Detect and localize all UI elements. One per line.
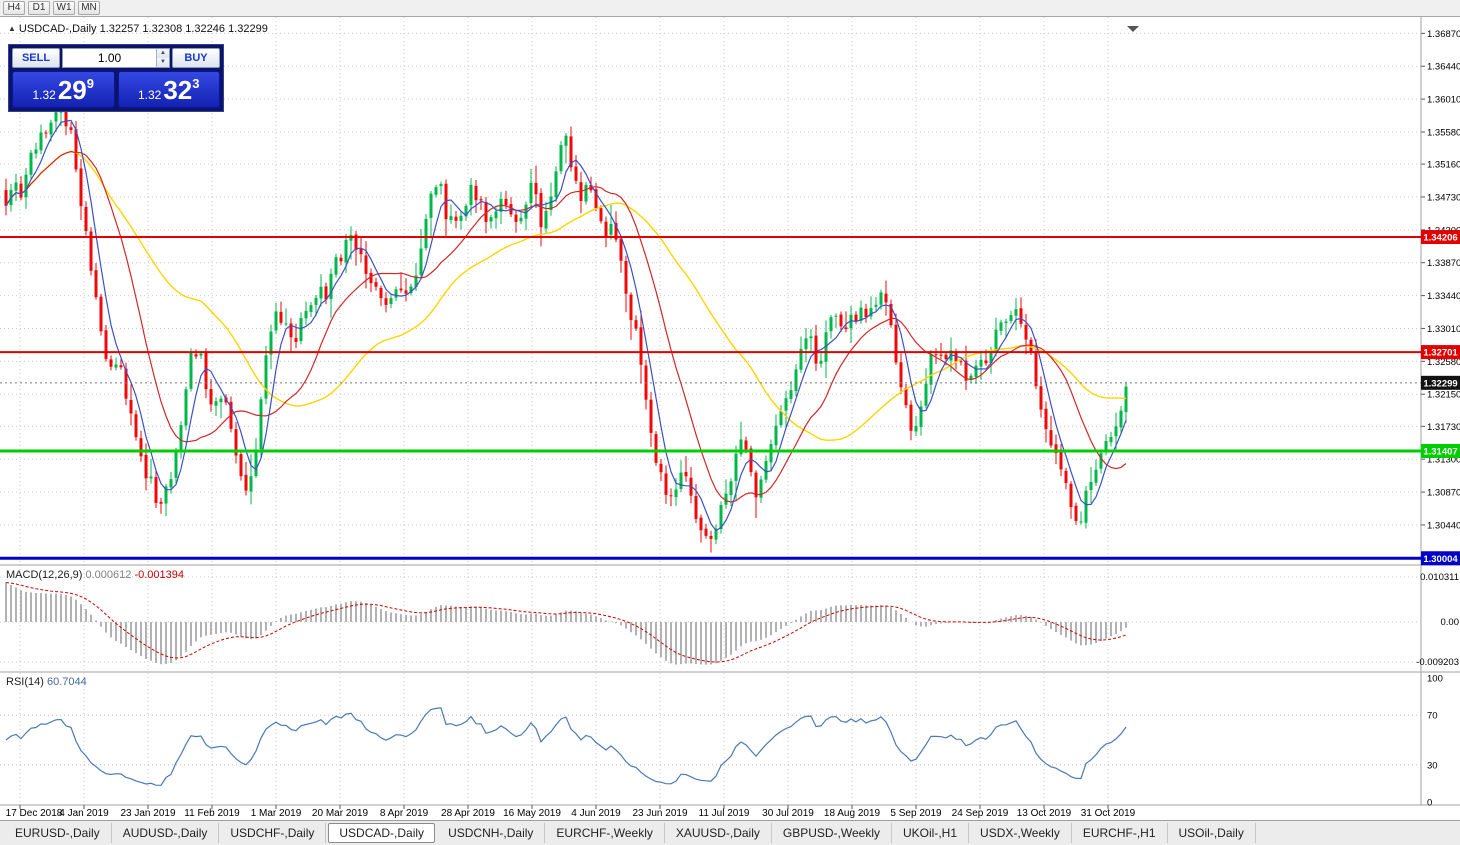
svg-text:1.30440: 1.30440 bbox=[1427, 520, 1460, 531]
svg-text:0.00: 0.00 bbox=[1441, 617, 1460, 628]
chart-title: ▲ USDCAD-,Daily 1.32257 1.32308 1.32246 1… bbox=[8, 23, 268, 35]
macd-indicator-label: MACD(12,26,9) 0.000612 -0.001394 bbox=[6, 569, 184, 581]
timeframe-d1-button[interactable]: D1 bbox=[28, 1, 50, 15]
svg-text:1.36870: 1.36870 bbox=[1427, 29, 1460, 40]
chart-tab-xauusd-daily[interactable]: XAUUSD-,Daily bbox=[665, 823, 772, 843]
svg-text:0: 0 bbox=[1427, 798, 1432, 809]
buy-button[interactable]: BUY bbox=[172, 48, 220, 68]
svg-text:-0.009203: -0.009203 bbox=[1416, 657, 1459, 668]
svg-text:11 Feb 2019: 11 Feb 2019 bbox=[184, 808, 240, 819]
svg-text:1.31730: 1.31730 bbox=[1427, 422, 1460, 433]
chart-tab-eurusd-daily[interactable]: EURUSD-,Daily bbox=[4, 823, 112, 843]
volume-up-icon[interactable]: ▲ bbox=[157, 49, 169, 58]
svg-text:4 Jan 2019: 4 Jan 2019 bbox=[59, 808, 109, 819]
svg-text:1.31300: 1.31300 bbox=[1427, 455, 1460, 466]
svg-text:13 Oct 2019: 13 Oct 2019 bbox=[1017, 808, 1072, 819]
chart-collapse-icon[interactable]: ▲ bbox=[8, 24, 16, 33]
chart-tab-audusd-daily[interactable]: AUDUSD-,Daily bbox=[112, 823, 220, 843]
chart-tab-gbpusd-weekly[interactable]: GBPUSD-,Weekly bbox=[772, 823, 893, 843]
svg-text:28 Apr 2019: 28 Apr 2019 bbox=[441, 808, 495, 819]
svg-text:23 Jun 2019: 23 Jun 2019 bbox=[632, 808, 687, 819]
sell-price-prefix: 1.32 bbox=[32, 87, 56, 102]
svg-text:1.32299: 1.32299 bbox=[1423, 378, 1457, 389]
buy-price-button[interactable]: 1.32 32 3 bbox=[117, 71, 220, 108]
svg-text:1.33870: 1.33870 bbox=[1427, 258, 1460, 269]
svg-text:17 Dec 2018: 17 Dec 2018 bbox=[6, 808, 63, 819]
one-click-trading-panel: SELL 1.00 ▲ ▼ BUY 1.32 29 9 1.32 32 3 bbox=[8, 44, 224, 112]
svg-text:1.33440: 1.33440 bbox=[1427, 291, 1460, 302]
sell-price-pip: 9 bbox=[86, 76, 94, 91]
svg-text:100: 100 bbox=[1427, 674, 1443, 685]
macd-name: MACD(12,26,9) bbox=[6, 569, 83, 581]
svg-text:70: 70 bbox=[1427, 711, 1438, 722]
chart-tab-ukoil-h1[interactable]: UKOil-,H1 bbox=[892, 823, 970, 843]
timeframe-toolbar: H4 D1 W1 MN bbox=[0, 0, 1460, 17]
chart-tab-usdchf-daily[interactable]: USDCHF-,Daily bbox=[219, 823, 327, 843]
svg-text:1.35160: 1.35160 bbox=[1427, 160, 1460, 171]
sell-button[interactable]: SELL bbox=[12, 48, 60, 68]
chart-tab-eurchf-h1[interactable]: EURCHF-,H1 bbox=[1072, 823, 1168, 843]
rsi-name: RSI(14) bbox=[6, 676, 44, 688]
chart-tab-usoil-daily[interactable]: USOil-,Daily bbox=[1168, 823, 1256, 843]
svg-text:1.32701: 1.32701 bbox=[1423, 348, 1458, 359]
svg-text:1.30004: 1.30004 bbox=[1423, 554, 1458, 565]
svg-text:23 Jan 2019: 23 Jan 2019 bbox=[120, 808, 175, 819]
svg-text:1 Mar 2019: 1 Mar 2019 bbox=[251, 808, 302, 819]
svg-text:18 Aug 2019: 18 Aug 2019 bbox=[824, 808, 881, 819]
svg-text:1.36440: 1.36440 bbox=[1427, 62, 1460, 73]
macd-signal-value: -0.001394 bbox=[134, 569, 184, 581]
macd-main-value: 0.000612 bbox=[85, 569, 132, 581]
svg-text:1.32150: 1.32150 bbox=[1427, 390, 1460, 401]
chart-tab-eurchf-weekly[interactable]: EURCHF-,Weekly bbox=[545, 823, 665, 843]
svg-text:24 Sep 2019: 24 Sep 2019 bbox=[952, 808, 1009, 819]
sell-price-button[interactable]: 1.32 29 9 bbox=[12, 71, 115, 108]
svg-text:30 Jul 2019: 30 Jul 2019 bbox=[762, 808, 814, 819]
svg-text:8 Apr 2019: 8 Apr 2019 bbox=[380, 808, 429, 819]
volume-spinner[interactable]: 1.00 ▲ ▼ bbox=[62, 48, 170, 68]
timeframe-mn-button[interactable]: MN bbox=[78, 1, 100, 15]
chart-tab-usdx-weekly[interactable]: USDX-,Weekly bbox=[969, 823, 1072, 843]
svg-text:30: 30 bbox=[1427, 760, 1438, 771]
buy-price-big: 32 bbox=[163, 74, 193, 105]
volume-down-icon[interactable]: ▼ bbox=[157, 58, 169, 67]
timeframe-h4-button[interactable]: H4 bbox=[3, 1, 25, 15]
chart-canvas[interactable]: 1.36870 1.36440 1.36010 1.35580 1.35160 1.347… bbox=[0, 17, 1460, 820]
svg-text:1.35580: 1.35580 bbox=[1427, 127, 1460, 138]
buy-price-pip: 3 bbox=[192, 76, 200, 91]
timeframe-w1-button[interactable]: W1 bbox=[53, 1, 75, 15]
svg-text:16 May 2019: 16 May 2019 bbox=[503, 808, 561, 819]
svg-text:1.31407: 1.31407 bbox=[1423, 447, 1457, 458]
svg-text:1.34730: 1.34730 bbox=[1427, 192, 1460, 203]
svg-text:0.010311: 0.010311 bbox=[1420, 572, 1459, 583]
buy-price-prefix: 1.32 bbox=[137, 87, 162, 102]
chart-ohlc-values: 1.32257 1.32308 1.32246 1.32299 bbox=[99, 23, 268, 35]
svg-text:31 Oct 2019: 31 Oct 2019 bbox=[1081, 808, 1136, 819]
svg-text:1.32580: 1.32580 bbox=[1427, 357, 1460, 368]
svg-text:4 Jun 2019: 4 Jun 2019 bbox=[571, 808, 621, 819]
chart-tab-usdcnh-daily[interactable]: USDCNH-,Daily bbox=[437, 823, 546, 843]
svg-text:1.33010: 1.33010 bbox=[1427, 324, 1460, 335]
rsi-value: 60.7044 bbox=[46, 676, 87, 688]
svg-text:20 Mar 2019: 20 Mar 2019 bbox=[312, 808, 369, 819]
svg-text:5 Sep 2019: 5 Sep 2019 bbox=[890, 808, 942, 819]
chart-symbol-label: USDCAD-,Daily bbox=[18, 23, 97, 35]
svg-text:1.30870: 1.30870 bbox=[1427, 488, 1460, 499]
svg-text:11 Jul 2019: 11 Jul 2019 bbox=[699, 808, 750, 819]
svg-text:1.34206: 1.34206 bbox=[1423, 233, 1457, 244]
chart-tab-usdcad-daily[interactable]: USDCAD-,Daily bbox=[328, 823, 436, 843]
chart-tabs-bar: EURUSD-,Daily AUDUSD-,Daily USDCHF-,Daily U… bbox=[0, 820, 1460, 845]
rsi-indicator-label: RSI(14) 60.7044 bbox=[6, 676, 87, 688]
chart-area: 1.36870 1.36440 1.36010 1.35580 1.35160 1.347… bbox=[0, 17, 1460, 820]
sell-price-big: 29 bbox=[57, 74, 87, 105]
svg-text:1.36010: 1.36010 bbox=[1427, 95, 1460, 106]
volume-value[interactable]: 1.00 bbox=[97, 51, 122, 65]
